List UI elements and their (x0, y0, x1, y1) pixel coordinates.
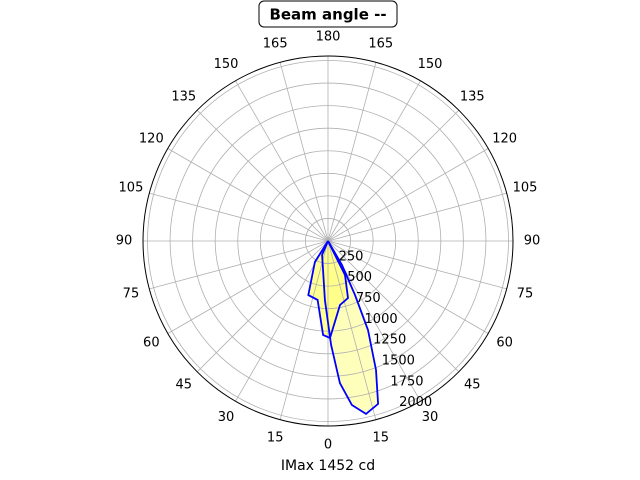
r-tick-label: 250 (339, 249, 364, 264)
grid-spoke (167, 148, 329, 242)
grid-spoke (327, 80, 421, 242)
theta-tick-label: 180 (316, 30, 341, 45)
grid-spoke (327, 62, 377, 242)
grid-spoke (327, 192, 507, 242)
grid-spoke (327, 240, 377, 420)
grid-spoke (279, 62, 329, 242)
r-tick-label: 1000 (365, 312, 398, 327)
r-tick-label: 1250 (373, 333, 406, 348)
theta-tick-label: 165 (368, 36, 393, 51)
r-tick-label: 1500 (382, 354, 415, 369)
theta-tick-label: 75 (517, 286, 534, 301)
theta-tick-label: 30 (422, 410, 439, 425)
theta-tick-label: 120 (139, 132, 164, 147)
theta-tick-label: 150 (214, 57, 239, 72)
theta-tick-label: 75 (123, 286, 140, 301)
grid-spoke (327, 148, 489, 242)
grid-spoke (279, 240, 329, 420)
theta-tick-label: 120 (492, 132, 517, 147)
theta-tick-label: 150 (418, 57, 443, 72)
grid-spoke (196, 109, 329, 242)
grid-spoke (149, 192, 329, 242)
theta-tick-label: 90 (524, 234, 541, 249)
grid-spoke (327, 109, 460, 242)
theta-tick-label: 60 (143, 336, 160, 351)
title-box (258, 0, 398, 28)
grid-spoke (196, 240, 329, 373)
grid-spoke (327, 240, 460, 373)
theta-tick-label: 0 (324, 438, 332, 453)
grid-spoke (327, 240, 507, 290)
r-tick-label: 500 (347, 270, 372, 285)
grid-spoke (149, 240, 329, 290)
grid-spoke (235, 80, 329, 242)
x-axis-label: IMax 1452 cd (281, 458, 375, 474)
grid-spoke (167, 240, 329, 334)
grid-spoke (235, 240, 329, 402)
grid-spoke (327, 240, 489, 334)
r-tick-label: 750 (356, 291, 381, 306)
theta-tick-label: 135 (460, 89, 485, 104)
theta-tick-label: 45 (464, 378, 481, 393)
theta-tick-label: 45 (175, 378, 192, 393)
theta-tick-label: 15 (267, 431, 284, 446)
theta-tick-label: 105 (513, 181, 538, 196)
theta-tick-label: 90 (116, 234, 133, 249)
theta-tick-label: 165 (263, 36, 288, 51)
chart-title: Beam angle -- (269, 6, 386, 24)
theta-tick-label: 15 (373, 431, 390, 446)
theta-tick-label: 30 (218, 410, 235, 425)
series-line (307, 240, 349, 340)
series-line (321, 240, 380, 416)
theta-tick-label: 105 (119, 181, 144, 196)
r-tick-label: 1750 (390, 374, 423, 389)
theta-tick-label: 60 (496, 336, 513, 351)
r-tick-label: 2000 (399, 395, 432, 410)
theta-tick-label: 135 (171, 89, 196, 104)
polar-frame (142, 55, 514, 427)
